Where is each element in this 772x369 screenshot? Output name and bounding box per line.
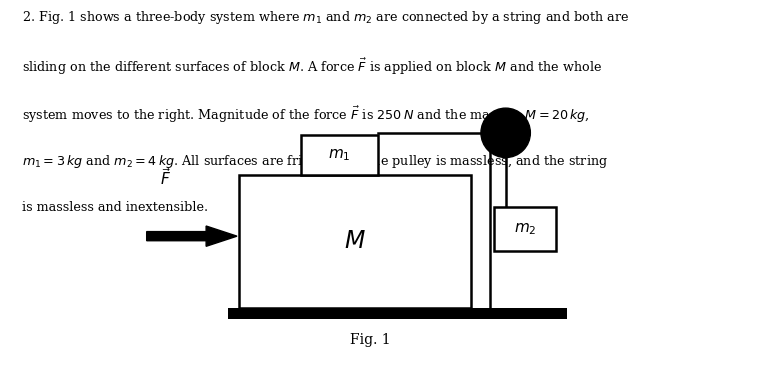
Text: 2. Fig. 1 shows a three-body system where $m_1$ and $m_2$ are connected by a str: 2. Fig. 1 shows a three-body system wher…	[22, 9, 628, 26]
Text: $m_2$: $m_2$	[513, 221, 537, 237]
Text: is massless and inextensible.: is massless and inextensible.	[22, 201, 208, 214]
Bar	[228, 308, 567, 319]
Text: $m_1 = 3\,kg$ and $m_2 = 4\,kg$. All surfaces are frictionless, the pulley is ma: $m_1 = 3\,kg$ and $m_2 = 4\,kg$. All sur…	[22, 153, 608, 170]
Text: $M$: $M$	[344, 230, 366, 253]
Ellipse shape	[481, 108, 530, 158]
Text: system moves to the right. Magnitude of the force $\vec{F}$ is $250\,N$ and the : system moves to the right. Magnitude of …	[22, 105, 590, 125]
Text: $m_1$: $m_1$	[328, 147, 351, 163]
Text: sliding on the different surfaces of block $M$. A force $\vec{F}$ is applied on : sliding on the different surfaces of blo…	[22, 57, 602, 77]
Bar	[494, 207, 556, 251]
Text: Fig. 1: Fig. 1	[350, 333, 391, 347]
Bar	[301, 135, 378, 175]
FancyArrow shape	[147, 226, 237, 246]
Bar	[239, 175, 471, 308]
Text: $\vec{F}$: $\vec{F}$	[161, 167, 171, 188]
